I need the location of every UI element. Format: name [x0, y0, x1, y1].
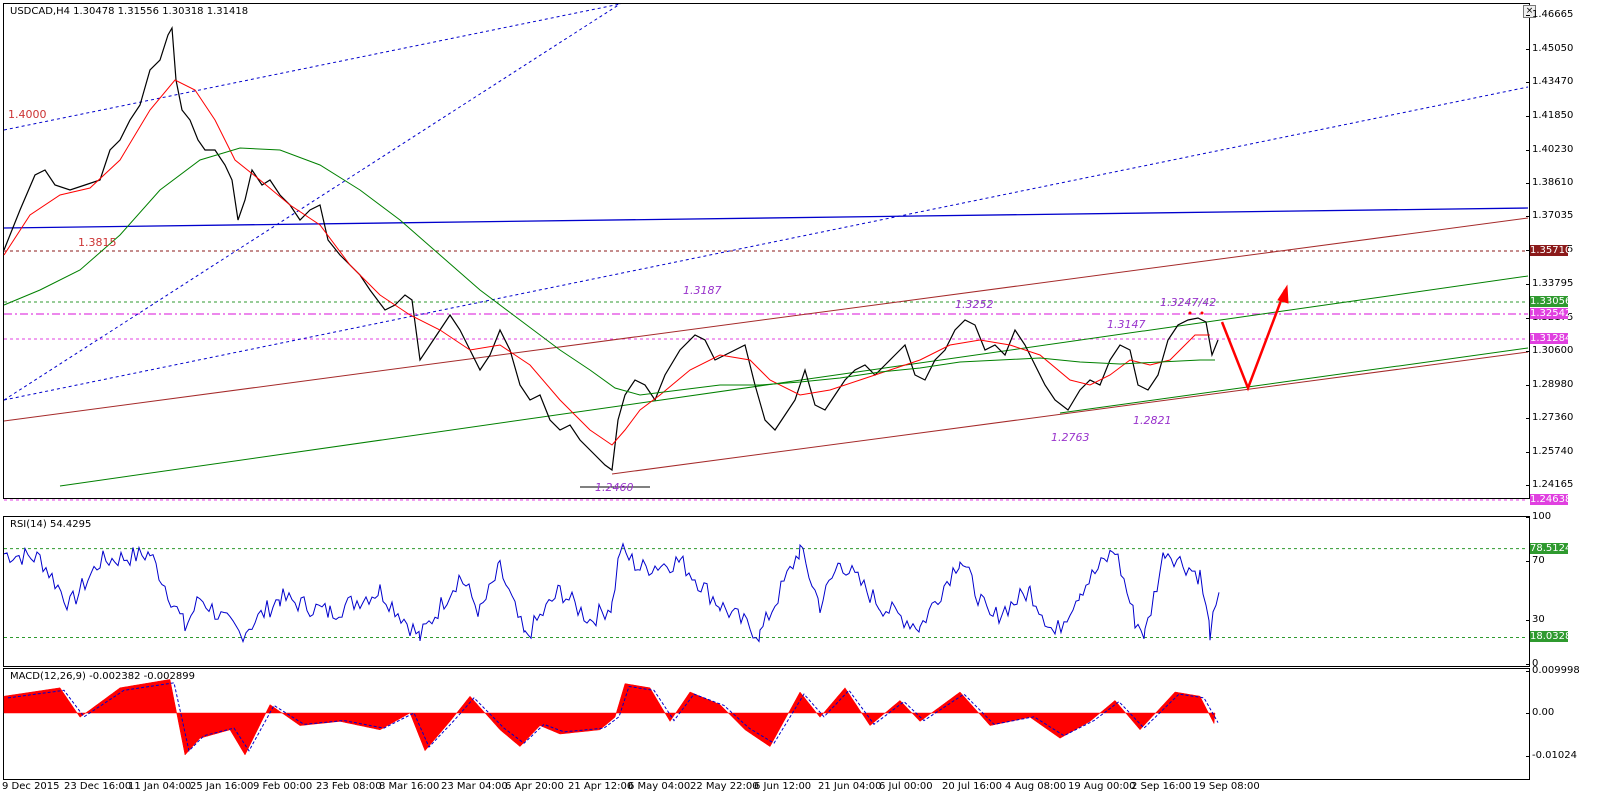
annotation-1-2460: 1.2460: [595, 481, 634, 494]
time-tick: 6 Jun 12:00: [754, 781, 812, 792]
price-tick: 1.38610: [1525, 177, 1574, 189]
annotation-1-3187: 1.3187: [683, 284, 722, 297]
time-tick: 23 Feb 08:00: [316, 781, 382, 792]
price-tick: 1.46665: [1525, 9, 1574, 21]
time-tick: 23 Mar 04:00: [441, 781, 508, 792]
rsi-panel[interactable]: RSI(14) 54.4295: [3, 516, 1530, 667]
price-level-badge: 1.33056: [1530, 296, 1572, 307]
rsi-tick: 70: [1526, 555, 1545, 567]
price-level-badge: 1.31284: [1530, 333, 1572, 344]
time-tick: 22 May 22:00: [690, 781, 759, 792]
annotation-1-2763: 1.2763: [1051, 431, 1090, 444]
annotation-1-3147: 1.3147: [1107, 318, 1146, 331]
price-tick: 1.43470: [1525, 75, 1574, 87]
forecast-arrow: [1220, 289, 1287, 392]
annotation-1-3247-42: 1.3247/42: [1160, 296, 1217, 309]
price-tick: 1.41850: [1525, 109, 1574, 121]
peak-dot: [1200, 311, 1204, 315]
time-tick: 25 Jan 16:00: [190, 781, 254, 792]
channel-blue-lower: [3, 86, 1529, 401]
price-level-badge: 1.24638: [1530, 494, 1572, 505]
price-tick: 1.37035: [1525, 210, 1574, 222]
time-tick: 9 Feb 00:00: [253, 781, 313, 792]
time-tick: 9 Dec 2015: [2, 781, 60, 792]
chart-title: USDCAD,H4 1.30478 1.31556 1.30318 1.3141…: [8, 6, 251, 17]
rsi-tick: 100: [1525, 511, 1552, 522]
time-tick: 19 Aug 00:00: [1068, 781, 1136, 792]
rsi-level-badge: 18.0328: [1530, 631, 1572, 643]
price-tick: 1.40230: [1525, 143, 1574, 155]
time-tick: 6 Jul 00:00: [879, 781, 933, 792]
price-tick: 1.25740: [1525, 446, 1574, 458]
rsi-tick: 0: [1525, 658, 1539, 669]
ma-fast: [3, 79, 1210, 446]
price-tick: 1.33795: [1525, 278, 1574, 290]
rsi-tick: 30: [1526, 613, 1545, 625]
channel-green-lower: [1059, 347, 1529, 414]
forecast-arrow-head: [1277, 284, 1289, 304]
annotation-1-2821: 1.2821: [1133, 414, 1172, 427]
time-tick: 21 Apr 12:00: [568, 781, 634, 792]
time-tick: 23 Dec 16:00: [64, 781, 132, 792]
time-tick: 2 Sep 16:00: [1131, 781, 1192, 792]
channel-blue-top: [3, 3, 621, 131]
time-tick: 6 Apr 20:00: [505, 781, 564, 792]
rsi-level-badge: 78.5124: [1530, 542, 1572, 554]
annotation-1-3252: 1.3252: [955, 298, 994, 311]
rsi-title: RSI(14) 54.4295: [8, 519, 94, 530]
price-tick: 1.28980: [1525, 378, 1574, 390]
time-tick: 11 Jan 04:00: [128, 781, 192, 792]
time-tick: 6 May 04:00: [628, 781, 691, 792]
annotation-1-4000: 1.4000: [8, 108, 47, 121]
macd-tick: 0.009998: [1526, 665, 1580, 676]
price-line: [3, 26, 1219, 472]
rsi-line: [3, 542, 1220, 644]
macd-tick: -0.01024: [1526, 750, 1577, 761]
price-level-badge: 1.35710: [1530, 245, 1572, 256]
channel-blue-mid: [4, 78, 1528, 132]
macd-tick: 0.00: [1525, 707, 1555, 718]
close-button[interactable]: ×: [1523, 5, 1536, 18]
time-tick: 4 Aug 08:00: [1005, 781, 1067, 792]
price-level-badge: 1.32542: [1530, 308, 1572, 319]
time-tick: 21 Jun 04:00: [818, 781, 882, 792]
channel-green-upper: [59, 275, 1529, 487]
channel-hidden: [4, 0, 1528, 130]
time-tick: 20 Jul 16:00: [942, 781, 1002, 792]
channel-brown-upper: [3, 217, 1529, 422]
time-tick: 19 Sep 08:00: [1193, 781, 1260, 792]
channel-blue-upper: [3, 3, 621, 401]
ma-slow: [3, 147, 1215, 396]
price-tick: 1.24165: [1525, 479, 1574, 491]
price-tick: 1.27360: [1525, 412, 1574, 424]
price-tick: 1.30600: [1525, 344, 1574, 356]
macd-signal-line: [7, 682, 1219, 752]
peak-dot: [1188, 311, 1192, 315]
channel-brown-lower: [611, 351, 1529, 475]
time-tick: 8 Mar 16:00: [379, 781, 440, 792]
trendline-blue: [3, 207, 1529, 229]
price-tick: 1.45050: [1525, 42, 1574, 54]
annotation-1-3815: 1.3815: [78, 236, 117, 249]
macd-title: MACD(12,26,9) -0.002382 -0.002899: [8, 671, 197, 682]
